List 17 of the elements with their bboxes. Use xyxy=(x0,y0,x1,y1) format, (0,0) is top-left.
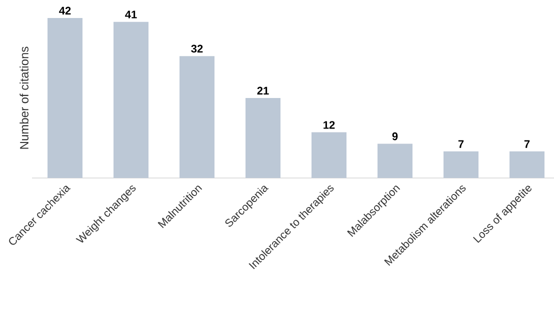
bar xyxy=(48,18,82,178)
y-axis-title: Number of citations xyxy=(20,46,28,149)
bar xyxy=(245,98,280,178)
data-label: 12 xyxy=(324,121,335,129)
data-label: 32 xyxy=(191,44,203,53)
bar xyxy=(443,151,478,178)
data-label: 21 xyxy=(257,86,269,94)
data-label: 9 xyxy=(392,132,398,140)
data-label: 7 xyxy=(458,140,464,148)
bar xyxy=(377,144,412,178)
bar xyxy=(180,56,214,178)
bar xyxy=(311,132,346,178)
data-label: 41 xyxy=(125,10,137,18)
bar xyxy=(114,22,148,178)
bar xyxy=(509,151,544,178)
data-label: 7 xyxy=(524,140,530,148)
data-label: 42 xyxy=(59,6,71,14)
